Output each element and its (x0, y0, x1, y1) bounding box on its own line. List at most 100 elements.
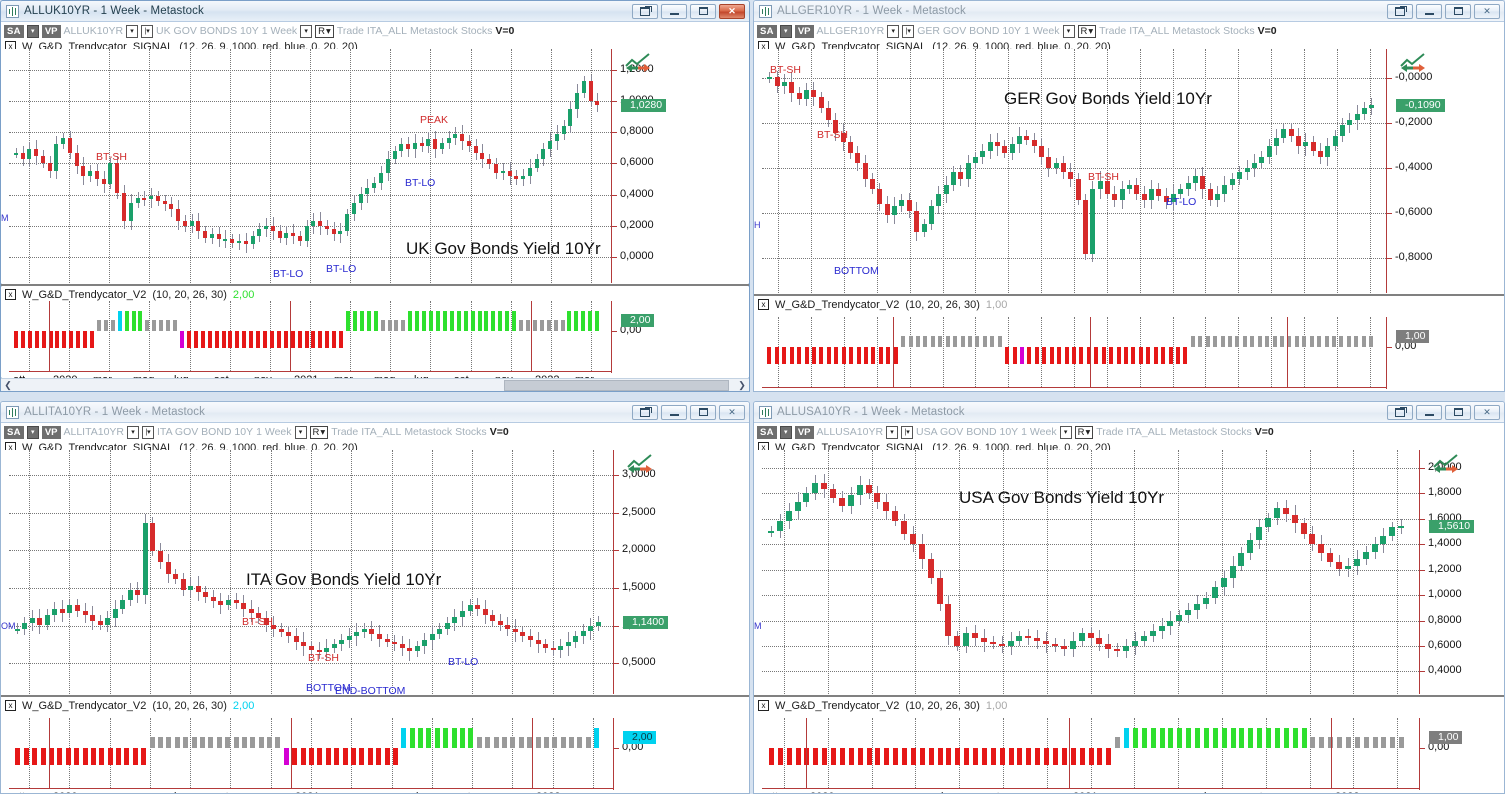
symbol-dropdown[interactable]: ▾ (126, 24, 139, 38)
symbol-dropdown[interactable]: ▾ (887, 24, 900, 38)
close-button[interactable]: ✕ (719, 404, 745, 420)
minimize-button[interactable] (661, 3, 687, 19)
window-title-bar[interactable]: ALLITA10YR - 1 Week - Metastock ✕ (1, 402, 749, 423)
close-button[interactable]: ✕ (1474, 404, 1500, 420)
close-button[interactable]: ✕ (1474, 3, 1500, 19)
trendycator-bar (1275, 728, 1280, 748)
price-gridline-v (1337, 49, 1338, 293)
security-analysis-dropdown[interactable]: ▾ (26, 425, 39, 439)
remove-sub-indicator-checkbox[interactable]: x (758, 700, 769, 711)
candle-body (166, 562, 171, 574)
trendycator-bar (118, 311, 122, 331)
price-pane: 1,20001,00000,80000,60000,40000,20000,00… (1, 49, 749, 283)
periodicity-dropdown[interactable]: ▾ (1059, 425, 1072, 439)
trendycator-bar (1117, 347, 1121, 364)
price-axis-line (1386, 49, 1387, 293)
view-properties-button[interactable]: VP (41, 24, 61, 38)
security-analysis-button[interactable]: SA (4, 24, 24, 38)
view-properties-button[interactable]: VP (794, 425, 814, 439)
trendycator-bar (519, 737, 524, 748)
candle-body (98, 620, 103, 625)
price-axis-tick (1420, 493, 1425, 494)
trendycator-bar (284, 748, 289, 765)
time-axis-separator (531, 301, 532, 371)
trendycator-gridline-v (29, 718, 30, 788)
scroll-right-arrow[interactable]: ❯ (738, 379, 746, 390)
refresh-mode-button[interactable]: R ▾ (1077, 24, 1097, 38)
remove-sub-indicator-checkbox[interactable]: x (5, 289, 16, 300)
periodicity-dropdown[interactable]: ▾ (294, 425, 307, 439)
price-gridline-v (593, 450, 594, 694)
candle-body (501, 171, 505, 173)
candle-body (1221, 578, 1227, 588)
maximize-button[interactable] (690, 404, 716, 420)
minimize-button[interactable] (1416, 3, 1442, 19)
restore-down-button[interactable] (1387, 3, 1413, 19)
security-analysis-button[interactable]: SA (757, 24, 777, 38)
view-properties-button[interactable]: VP (41, 425, 61, 439)
window-title-bar[interactable]: ALLGER10YR - 1 Week - Metastock ✕ (754, 1, 1504, 22)
symbol-list-dropdown[interactable]: |▾ (902, 24, 915, 38)
trendycator-bar (401, 728, 406, 748)
symbol-dropdown[interactable]: ▾ (886, 425, 899, 439)
candle-body (264, 618, 269, 625)
price-gridline-v (149, 49, 150, 283)
candle-body (196, 585, 201, 592)
trendycator-bar (275, 737, 280, 748)
scroll-left-arrow[interactable]: ❮ (4, 379, 12, 390)
candle-body (1098, 180, 1103, 190)
security-analysis-button[interactable]: SA (4, 425, 24, 439)
chart-toolbar: SA ▾ VP ALLGER10YR ▾ |▾ GER GOV BOND 10Y 1 Week… (754, 22, 1504, 39)
restore-down-button[interactable] (1387, 404, 1413, 420)
maximize-button[interactable] (1445, 3, 1471, 19)
security-analysis-dropdown[interactable]: ▾ (779, 425, 792, 439)
symbol-dropdown[interactable]: ▾ (127, 425, 140, 439)
chart-toolbar: SA ▾ VP ALLUSA10YR ▾ |▾ USA GOV BOND 10Y 1 Week… (754, 423, 1504, 440)
horizontal-scrollbar[interactable]: ❮ ❯ (1, 378, 749, 391)
trendycator-gridline-v (512, 718, 513, 788)
trendycator-bar (346, 311, 350, 331)
trendycator-gridline-v (230, 718, 231, 788)
maximize-button[interactable] (1445, 404, 1471, 420)
security-analysis-button[interactable]: SA (757, 425, 777, 439)
refresh-mode-button[interactable]: R ▾ (1074, 425, 1094, 439)
restore-down-button[interactable] (632, 3, 658, 19)
window-title-bar[interactable]: ALLUK10YR - 1 Week - Metastock ✕ (1, 1, 749, 22)
candle-body (1105, 643, 1111, 649)
trendycator-bar (74, 748, 79, 765)
price-gridline-v (1178, 450, 1179, 694)
trendycator-bar (1258, 336, 1262, 347)
trendycator-bar (343, 748, 348, 765)
minimize-button[interactable] (661, 404, 687, 420)
sub-indicator-value: 1,00 (985, 699, 1008, 712)
candle-body (294, 636, 299, 642)
price-gridline-v (311, 450, 312, 694)
symbol-list-dropdown[interactable]: |▾ (142, 425, 155, 439)
candle-body (453, 134, 457, 138)
periodicity-dropdown[interactable]: ▾ (300, 24, 313, 38)
trendycator-bottom-axis (762, 788, 1419, 789)
minimize-button[interactable] (1416, 404, 1442, 420)
candle-body (863, 163, 868, 179)
scrollbar-thumb[interactable] (504, 379, 729, 391)
trendycator-bar (90, 331, 94, 348)
view-properties-button[interactable]: VP (794, 24, 814, 38)
trendycator-pane: 0,001,00 apr giu ago ott 2020 mar mag lug set nov 2… (754, 317, 1504, 391)
restore-down-button[interactable] (632, 404, 658, 420)
refresh-mode-button[interactable]: R ▾ (315, 24, 334, 38)
window-title-bar[interactable]: ALLUSA10YR - 1 Week - Metastock ✕ (754, 402, 1504, 423)
security-analysis-dropdown[interactable]: ▾ (26, 24, 39, 38)
trendycator-status-icon (625, 53, 651, 73)
refresh-mode-button[interactable]: R ▾ (309, 425, 329, 439)
price-pane: -0,0000 -0,2000 -0,4000 -0,6000 -0,8000 GER G… (754, 49, 1504, 293)
trendycator-bar (1206, 336, 1210, 347)
periodicity-dropdown[interactable]: ▾ (1062, 24, 1075, 38)
symbol-list-dropdown[interactable]: |▾ (141, 24, 154, 38)
close-button[interactable]: ✕ (719, 3, 745, 19)
symbol-list-dropdown[interactable]: |▾ (901, 425, 914, 439)
remove-sub-indicator-checkbox[interactable]: x (5, 700, 16, 711)
remove-sub-indicator-checkbox[interactable]: x (758, 299, 769, 310)
maximize-button[interactable] (690, 3, 716, 19)
security-analysis-dropdown[interactable]: ▾ (779, 24, 792, 38)
minimize-icon (669, 12, 679, 15)
